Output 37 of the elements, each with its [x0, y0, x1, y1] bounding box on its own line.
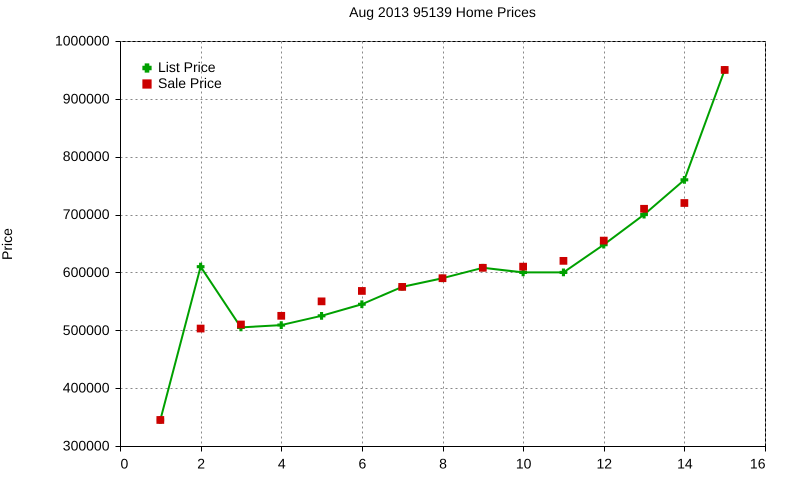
point: [358, 300, 366, 308]
point: [519, 262, 527, 271]
x-tick-label: 2: [197, 456, 206, 472]
chart-title: Aug 2013 95139 Home Prices: [349, 4, 536, 20]
y-tick-label: 600000: [62, 264, 110, 280]
y-tick-label: 300000: [62, 438, 110, 454]
point: [237, 320, 245, 328]
x-tick-label: 8: [439, 456, 448, 472]
y-axis-title: Price: [0, 228, 15, 260]
legend-label: List Price: [158, 59, 216, 75]
x-tick-label: 6: [358, 456, 366, 472]
point: [560, 256, 568, 265]
x-tick-label: 0: [120, 456, 128, 472]
y-tick-label: 500000: [62, 322, 110, 338]
x-tick-label: 16: [750, 456, 766, 472]
y-tick-label: 700000: [62, 206, 110, 222]
point: [196, 324, 204, 332]
x-tick-label: 4: [278, 456, 286, 472]
point: [318, 297, 326, 306]
point: [600, 236, 608, 244]
point: [318, 312, 326, 320]
point: [358, 287, 366, 295]
x-tick-label: 10: [516, 456, 532, 472]
point: [640, 204, 648, 213]
point: [196, 262, 204, 271]
legend-label: Sale Price: [158, 75, 222, 91]
x-tick-label: 14: [677, 456, 693, 472]
y-tick-label: 900000: [62, 90, 110, 106]
point: [277, 321, 286, 329]
y-tick-label: 400000: [62, 380, 110, 396]
x-tick-label: 12: [596, 456, 612, 472]
y-tick-label: 1000000: [54, 32, 110, 48]
point: [680, 199, 688, 207]
point: [277, 312, 286, 320]
point: [680, 176, 688, 184]
y-tick-label: 800000: [62, 148, 110, 164]
point: [560, 268, 568, 276]
